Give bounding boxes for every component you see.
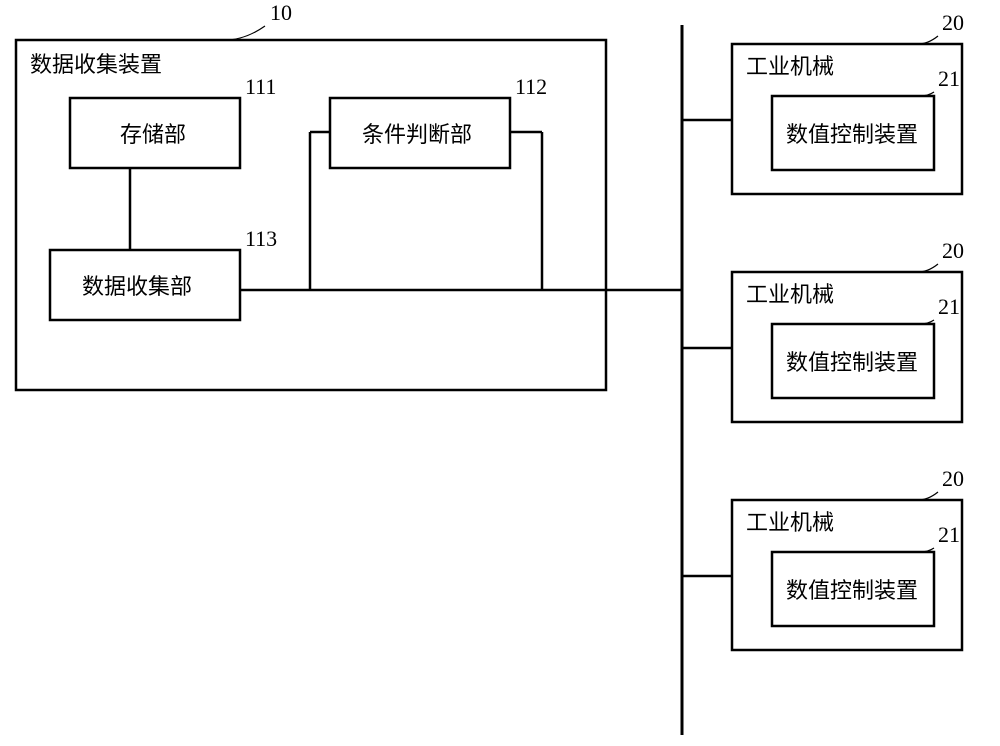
machine-ref-1: 20: [942, 238, 964, 263]
controller-ref-1: 21: [938, 294, 960, 319]
storage-ref: 111: [245, 74, 276, 99]
datapart-label: 数据收集部: [82, 274, 192, 299]
controller-ref-2: 21: [938, 522, 960, 547]
datapart-ref: 113: [245, 226, 277, 251]
controller-label-2: 数值控制装置: [786, 578, 918, 603]
condition-ref: 112: [515, 74, 547, 99]
controller-label-1: 数值控制装置: [786, 350, 918, 375]
machine-ref-0: 20: [942, 10, 964, 35]
machine-ref-2: 20: [942, 466, 964, 491]
controller-label-0: 数值控制装置: [786, 122, 918, 147]
controller-ref-0: 21: [938, 66, 960, 91]
collector-leader: [225, 26, 265, 40]
collector-ref: 10: [270, 0, 292, 25]
machine-title-2: 工业机械: [746, 510, 834, 535]
machine-title-1: 工业机械: [746, 282, 834, 307]
condition-label: 条件判断部: [362, 122, 472, 147]
storage-label: 存储部: [120, 122, 186, 147]
machine-title-0: 工业机械: [746, 54, 834, 79]
collector-title: 数据收集装置: [30, 52, 162, 77]
system-diagram: 数据收集装置 10 存储部 111 条件判断部 112 数据收集部 113 工业机械 20 数值控制…: [0, 0, 1000, 746]
